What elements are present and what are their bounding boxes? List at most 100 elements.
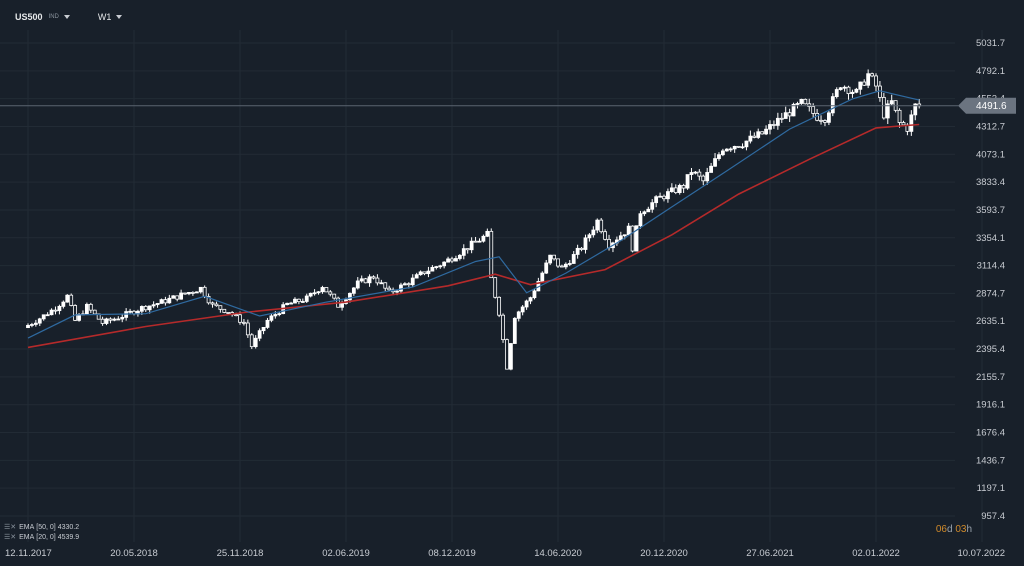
candle-up [775,117,780,126]
candle-up [33,322,38,325]
timeframe-dropdown-icon[interactable] [116,15,123,19]
candle-up [689,172,694,175]
candle-down [681,185,686,189]
y-tick-label: 1676.4 [976,428,1005,439]
x-tick-label: 10.07.2022 [957,548,1005,559]
candle-up [61,301,66,307]
candle-up [289,302,293,305]
y-tick-label: 5031.7 [976,38,1005,49]
candle-down [473,240,478,243]
countdown-day-unit: d [946,524,953,535]
candle-up [151,304,156,307]
ema20-line [27,90,920,339]
candle-up [693,171,698,174]
candle-up [155,303,160,306]
candle-up [41,314,46,320]
x-tick-label: 12.11.2017 [5,548,52,559]
x-tick-label: 08.12.2019 [428,548,476,559]
candle-down [383,282,388,289]
candle-up [26,324,30,329]
candle-up [728,148,733,151]
candle-up [913,103,918,116]
candle-up [399,284,403,292]
legend-value: 4330.2 [57,524,80,531]
legend-item-ema20[interactable]: ☰✕ EMA [20, 0] 4539.9 [4,533,79,543]
candle-down [465,248,470,251]
candle-down [493,277,498,298]
candle-down [92,309,97,315]
x-tick-label: 20.05.2018 [110,548,158,559]
candle-down [190,292,195,294]
candle-up [587,234,592,239]
candle-up [642,211,647,215]
candle-down [552,254,556,260]
candle-down [210,302,215,305]
candle-up [838,87,843,90]
indicator-settings-icon[interactable]: ☰✕ [4,534,17,541]
candle-down [73,305,78,321]
current-price-label: 4491.6 [976,101,1007,112]
timeframe-label[interactable]: W1 [97,12,112,22]
candle-down [752,135,757,138]
candle-down [599,219,604,233]
candle-up [744,140,749,148]
candle-up [340,303,344,308]
candle-down [881,97,886,119]
symbol-dropdown-icon[interactable] [63,15,70,19]
candle-up [438,265,443,268]
candle-down [803,98,808,105]
legend-label: EMA [19,524,35,531]
candle-down [697,171,702,177]
indicator-settings-icon[interactable]: ☰✕ [4,524,17,531]
legend-params: [20, 0] [36,534,56,541]
candle-down [226,312,231,314]
candle-up [866,73,871,86]
candle-down [450,258,454,262]
x-tick-label: 02.06.2019 [322,548,370,559]
candle-down [324,287,329,293]
y-tick-label: 3833.4 [976,177,1005,188]
candle-down [779,117,784,120]
candle-down [143,306,148,311]
candle-up [799,98,804,104]
candle-down [862,81,867,86]
x-tick-label: 02.01.2022 [852,548,900,559]
candle-up [273,314,278,317]
candle-down [497,296,502,316]
candle-down [760,131,765,135]
candle-up [147,305,152,311]
x-tick-label: 25.11.2018 [217,548,264,559]
symbol-label[interactable]: US500 [15,12,43,22]
candle-up [308,292,313,297]
candle-up [795,103,800,105]
candle-up [885,103,890,119]
candle-up [830,96,835,114]
candle-up [677,185,682,193]
candle-down [214,303,219,307]
candle-up [395,290,399,293]
candle-up [179,292,184,300]
candle-down [242,321,246,324]
candle-up [646,208,651,213]
candle-up [626,225,631,236]
candle-up [544,262,549,274]
candle-up [477,240,482,243]
candle-up [104,318,109,324]
candle-up [571,254,576,264]
legend-item-ema50[interactable]: ☰✕ EMA [50, 0] 4330.2 [4,523,79,533]
candle-up [575,247,580,255]
y-tick-label: 4073.1 [976,149,1005,160]
candle-up [253,337,258,348]
candle-up [418,271,423,276]
countdown-hours: 03 [955,524,967,535]
candle-down [422,271,427,275]
candle-up [705,172,710,182]
candle-down [823,120,827,123]
x-tick-label: 27.06.2021 [746,548,794,559]
candle-down [371,276,376,279]
candle-down [328,291,333,295]
candle-up [45,314,50,317]
candle-up [764,128,768,135]
candle-down [53,309,58,312]
